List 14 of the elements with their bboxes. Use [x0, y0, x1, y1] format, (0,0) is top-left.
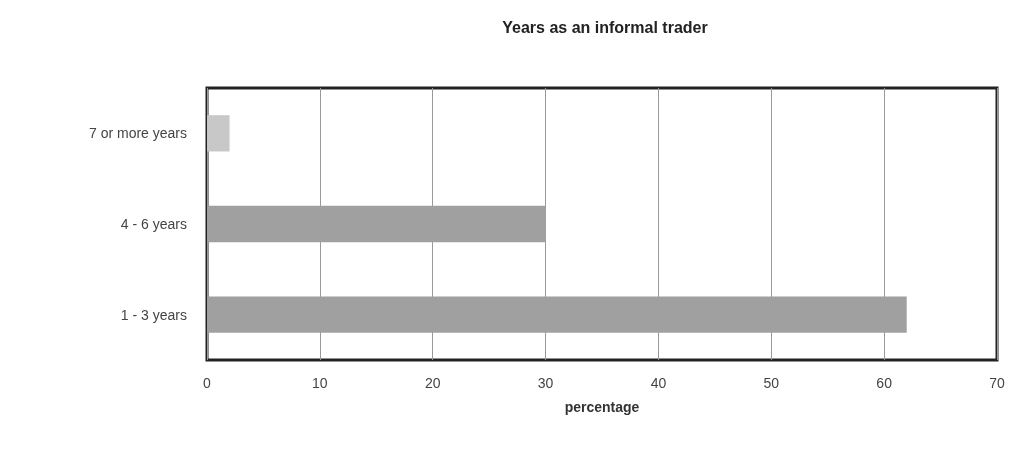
chart-title: Years as an informal trader [502, 18, 708, 36]
x-tick-label: 20 [424, 375, 441, 391]
x-tick-label: 50 [763, 375, 780, 391]
x-axis-title: percentage [564, 399, 640, 415]
y-tick-label: 4 - 6 years [120, 216, 187, 232]
x-tick-label: 40 [650, 375, 667, 391]
x-tick-label: 10 [312, 375, 328, 391]
x-tick-label: 60 [876, 375, 893, 391]
y-tick-label: 1 - 3 years [120, 306, 187, 323]
x-tick-label: 30 [537, 375, 554, 391]
bar [207, 115, 230, 152]
y-tick-label: 7 or more years [88, 125, 187, 142]
x-tick-label: 70 [989, 375, 1005, 391]
x-tick-label: 0 [203, 375, 212, 391]
